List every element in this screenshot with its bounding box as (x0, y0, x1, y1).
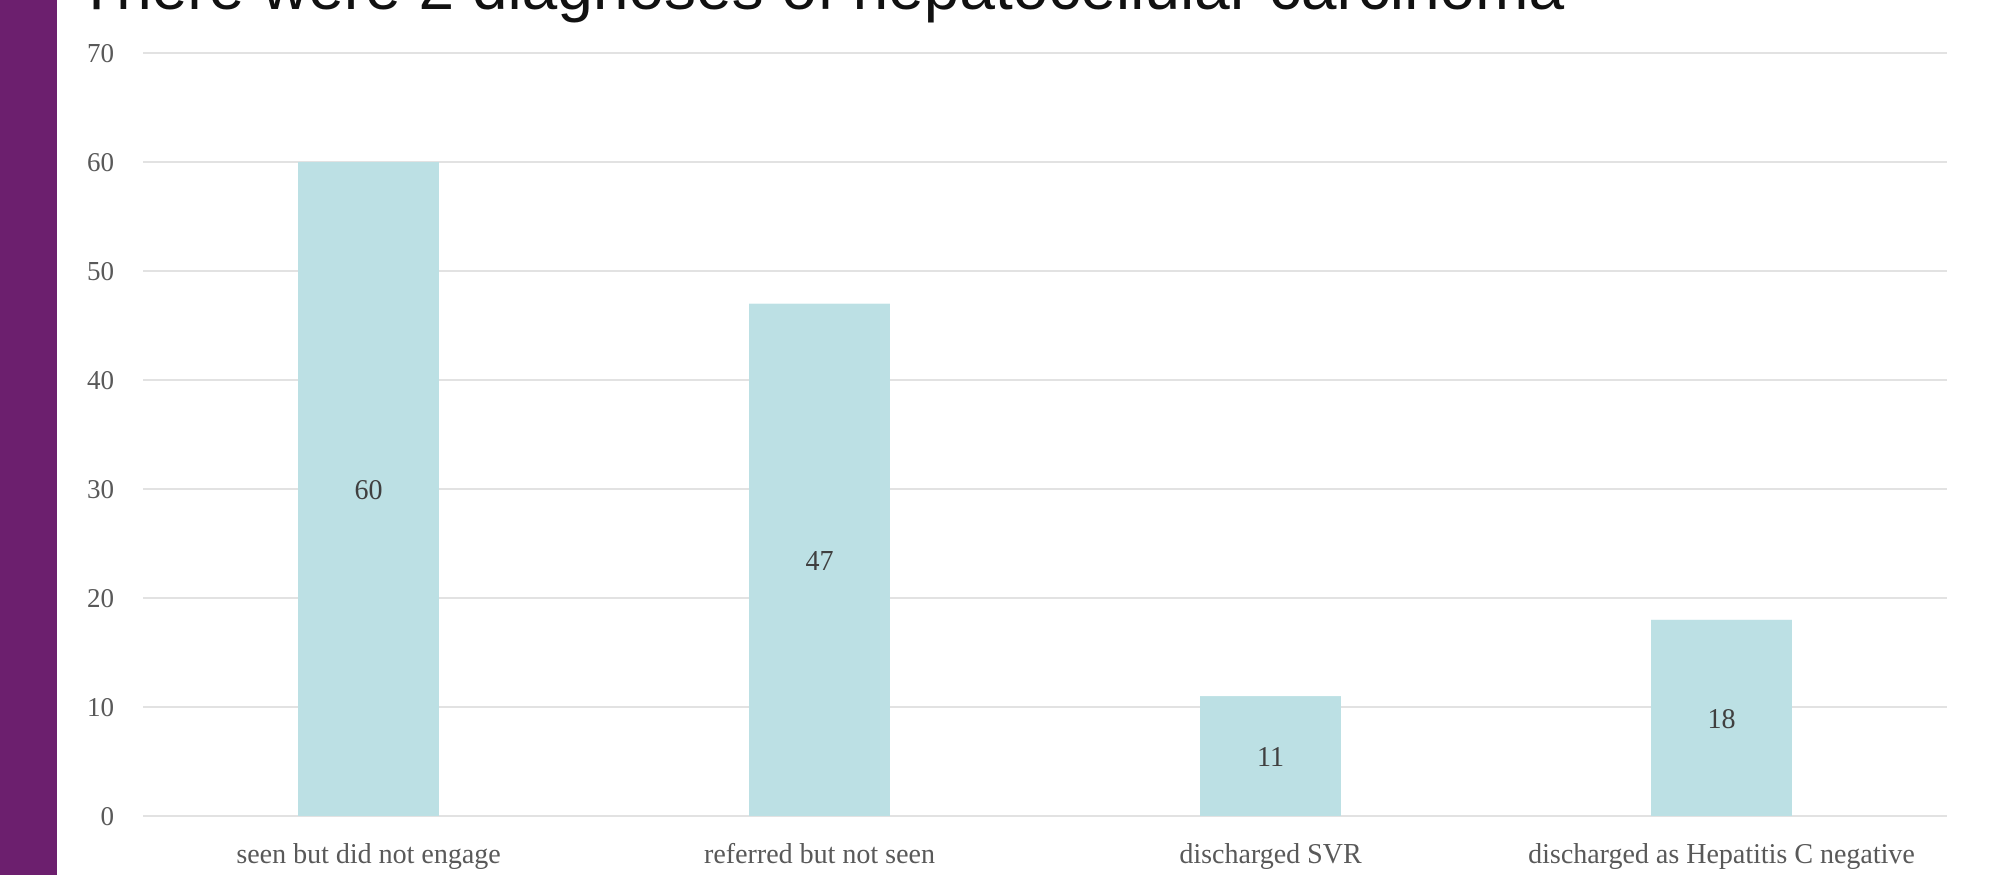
data-label: 47 (806, 546, 834, 577)
bars: 60 47 11 18 (298, 162, 1792, 816)
gridlines (143, 52, 1947, 817)
x-category-label: referred but not seen (704, 839, 935, 870)
y-tick-label: 0 (101, 801, 115, 831)
y-tick-label: 50 (87, 256, 114, 286)
data-label: 60 (355, 475, 383, 506)
bar-3 (1651, 619, 1792, 816)
slide-heading: There were 2 diagnoses of hepatocellular… (77, 0, 1564, 19)
y-tick-label: 60 (87, 147, 114, 177)
y-tick-label: 70 (87, 38, 114, 68)
data-label: 11 (1257, 742, 1284, 773)
x-category-label: discharged as Hepatitis C negative (1528, 839, 1915, 870)
x-axis-labels: seen but did not engage referred but not … (236, 839, 1915, 870)
y-tick-label: 20 (87, 583, 114, 613)
data-label: 18 (1708, 704, 1736, 735)
y-tick-label: 40 (87, 365, 114, 395)
y-axis-ticks: 0 10 20 30 40 50 60 70 (87, 38, 114, 831)
bar-1 (749, 303, 890, 816)
bar-chart: 0 10 20 30 40 50 60 70 60 47 11 18 seen but did no… (87, 38, 1947, 870)
y-tick-label: 10 (87, 692, 114, 722)
bar-0 (298, 162, 439, 816)
bar-2 (1200, 696, 1341, 816)
slide: There were 2 diagnoses of hepatocellular… (57, 0, 1999, 875)
y-tick-label: 30 (87, 474, 114, 504)
x-category-label: discharged SVR (1179, 839, 1362, 870)
x-category-label: seen but did not engage (236, 839, 500, 870)
